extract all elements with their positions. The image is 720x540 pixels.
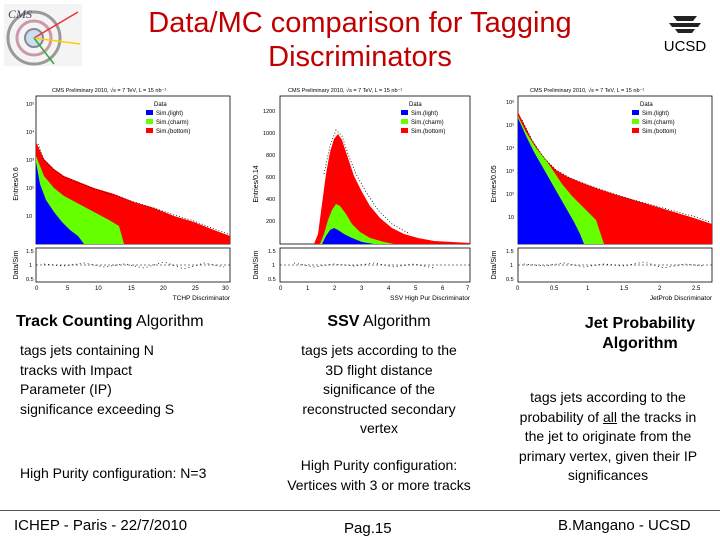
plot-legend: Data Sim.(light) Sim.(charm) Sim.(bottom… bbox=[401, 102, 445, 135]
svg-text:JetProb Discriminator: JetProb Discriminator bbox=[650, 295, 713, 302]
footer-author: B.Mangano - UCSD bbox=[558, 517, 691, 534]
svg-text:10⁵: 10⁵ bbox=[26, 101, 34, 108]
svg-text:Data/Sim: Data/Sim bbox=[253, 250, 260, 279]
footer-page-number: Pag.15 bbox=[344, 520, 392, 537]
svg-text:2: 2 bbox=[333, 286, 337, 292]
plot-legend: Data Sim.(light) Sim.(charm) Sim.(bottom… bbox=[146, 102, 190, 135]
svg-text:CMS Preliminary 2010, √s = 7: CMS Preliminary 2010, √s = 7 TeV, L = 15… bbox=[288, 87, 402, 94]
cms-logo-icon: CMS bbox=[4, 4, 82, 66]
svg-text:1.5: 1.5 bbox=[506, 249, 514, 255]
svg-text:10: 10 bbox=[26, 214, 32, 220]
x-axis-label: TCHP Discriminator bbox=[173, 295, 231, 302]
jetprob-discriminator-plot: CMS Preliminary 2010, √s = 7 TeV, L = 15… bbox=[484, 84, 716, 304]
svg-text:Entries/0.14: Entries/0.14 bbox=[253, 165, 260, 202]
svg-text:0: 0 bbox=[516, 286, 520, 292]
svg-text:Sim.(light): Sim.(light) bbox=[642, 111, 669, 117]
svg-text:10³: 10³ bbox=[506, 169, 514, 175]
svg-text:30: 30 bbox=[222, 286, 229, 292]
svg-text:Sim.(charm): Sim.(charm) bbox=[642, 120, 675, 126]
svg-text:10⁴: 10⁴ bbox=[506, 145, 515, 152]
svg-text:10⁵: 10⁵ bbox=[506, 122, 514, 129]
svg-text:1: 1 bbox=[306, 286, 310, 292]
ucsd-logo-icon: UCSD bbox=[655, 10, 715, 56]
svg-text:800: 800 bbox=[266, 153, 275, 159]
svg-text:UCSD: UCSD bbox=[664, 38, 707, 55]
footer-conference: ICHEP - Paris - 22/7/2010 bbox=[14, 517, 188, 534]
svg-text:1: 1 bbox=[510, 263, 513, 269]
svg-text:0: 0 bbox=[35, 286, 39, 292]
svg-text:6: 6 bbox=[441, 286, 445, 292]
ssv-discriminator-plot: CMS Preliminary 2010, √s = 7 TeV, L = 15… bbox=[244, 84, 474, 304]
footer-divider bbox=[0, 510, 720, 511]
svg-text:2: 2 bbox=[658, 286, 662, 292]
svg-text:200: 200 bbox=[266, 219, 275, 225]
svg-text:Data: Data bbox=[154, 102, 167, 108]
tchp-discriminator-plot: CMS Preliminary 2010, √s = 7 TeV, L = 15… bbox=[4, 84, 234, 304]
svg-text:CMS: CMS bbox=[8, 7, 32, 21]
svg-text:Sim.(light): Sim.(light) bbox=[411, 111, 438, 117]
svg-text:20: 20 bbox=[160, 286, 167, 292]
ssv-title: SSV Algorithm bbox=[327, 313, 431, 330]
svg-text:Sim.(bottom): Sim.(bottom) bbox=[156, 129, 190, 135]
svg-text:10: 10 bbox=[508, 215, 514, 221]
svg-text:0.5: 0.5 bbox=[550, 286, 559, 292]
svg-text:10⁶: 10⁶ bbox=[506, 99, 514, 106]
svg-text:5: 5 bbox=[414, 286, 418, 292]
svg-text:Sim.(charm): Sim.(charm) bbox=[411, 120, 444, 126]
svg-text:Data/Sim: Data/Sim bbox=[13, 250, 20, 279]
svg-text:1.5: 1.5 bbox=[620, 286, 629, 292]
svg-text:3: 3 bbox=[360, 286, 364, 292]
svg-text:CMS Preliminary 2010, √s = 7: CMS Preliminary 2010, √s = 7 TeV, L = 15… bbox=[530, 87, 644, 94]
svg-text:10²: 10² bbox=[506, 192, 514, 198]
plot-header: CMS Preliminary 2010, √s = 7 TeV, L = 15… bbox=[52, 87, 166, 94]
svg-text:0.5: 0.5 bbox=[268, 277, 276, 283]
svg-text:1200: 1200 bbox=[263, 109, 275, 115]
y-axis-label: Entries/0.6 bbox=[13, 167, 20, 201]
slide-title-line1: Data/MC comparison for Tagging bbox=[148, 7, 572, 39]
svg-text:1: 1 bbox=[29, 263, 32, 269]
svg-text:Sim.(bottom): Sim.(bottom) bbox=[411, 129, 445, 135]
jet-probability-description: tags jets according to the probability o… bbox=[518, 389, 698, 483]
svg-text:10⁴: 10⁴ bbox=[26, 129, 35, 136]
ssv-description: tags jets according to the 3D flight dis… bbox=[301, 342, 457, 436]
svg-text:0.5: 0.5 bbox=[506, 277, 514, 283]
svg-text:4: 4 bbox=[387, 286, 391, 292]
svg-text:0: 0 bbox=[279, 286, 283, 292]
slide-title-line2: Discriminators bbox=[268, 41, 452, 73]
svg-text:Sim.(light): Sim.(light) bbox=[156, 111, 183, 117]
svg-text:600: 600 bbox=[266, 175, 275, 181]
svg-text:SSV High Pur Discriminator: SSV High Pur Discriminator bbox=[390, 295, 471, 302]
svg-text:25: 25 bbox=[192, 286, 199, 292]
svg-text:10³: 10³ bbox=[26, 158, 34, 164]
svg-text:0.5: 0.5 bbox=[26, 277, 34, 283]
svg-text:2.5: 2.5 bbox=[692, 286, 701, 292]
svg-text:400: 400 bbox=[266, 197, 275, 203]
track-counting-config: High Purity configuration: N=3 bbox=[20, 465, 207, 481]
svg-text:15: 15 bbox=[128, 286, 135, 292]
svg-text:10²: 10² bbox=[26, 186, 34, 192]
svg-text:Entries/0.05: Entries/0.05 bbox=[491, 165, 498, 202]
jet-probability-title: Jet Probability Algorithm bbox=[584, 315, 696, 352]
track-counting-description: tags jets containing N tracks with Impac… bbox=[20, 342, 175, 417]
svg-text:1000: 1000 bbox=[263, 131, 275, 137]
slide-title: Data/MC comparison for Tagging Discrimin… bbox=[100, 6, 620, 74]
svg-text:Data: Data bbox=[409, 102, 422, 108]
svg-text:7: 7 bbox=[466, 286, 470, 292]
svg-text:1.5: 1.5 bbox=[26, 249, 34, 255]
svg-text:Sim.(bottom): Sim.(bottom) bbox=[642, 129, 676, 135]
plot-legend: Data Sim.(light) Sim.(charm) Sim.(bottom… bbox=[632, 102, 676, 135]
svg-text:Data/Sim: Data/Sim bbox=[491, 250, 498, 279]
svg-text:1.5: 1.5 bbox=[268, 249, 276, 255]
svg-text:1: 1 bbox=[586, 286, 590, 292]
svg-text:Data: Data bbox=[640, 102, 653, 108]
track-counting-title: Track Counting Algorithm bbox=[16, 313, 204, 330]
svg-text:Sim.(charm): Sim.(charm) bbox=[156, 120, 189, 126]
ssv-config: High Purity configuration: Vertices with… bbox=[287, 457, 471, 493]
svg-text:10: 10 bbox=[95, 286, 102, 292]
svg-text:5: 5 bbox=[66, 286, 70, 292]
svg-text:1: 1 bbox=[272, 263, 275, 269]
